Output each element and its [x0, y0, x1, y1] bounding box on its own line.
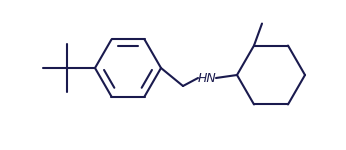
Text: HN: HN: [198, 72, 216, 84]
